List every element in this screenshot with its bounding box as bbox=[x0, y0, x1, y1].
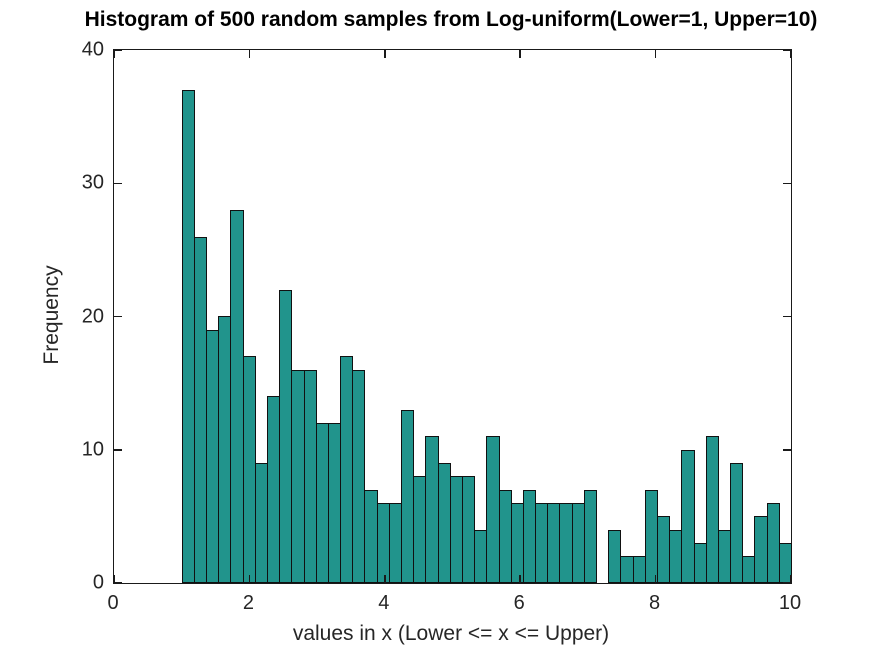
chart-title: Histogram of 500 random samples from Log… bbox=[84, 8, 818, 31]
y-tick-mark bbox=[783, 315, 791, 318]
histogram-bar bbox=[230, 210, 244, 583]
x-tick-mark bbox=[654, 50, 657, 58]
x-tick-mark bbox=[519, 575, 521, 583]
histogram-bar bbox=[462, 476, 475, 583]
y-tick-mark bbox=[114, 315, 122, 318]
histogram-bar bbox=[754, 516, 768, 583]
histogram-bar bbox=[584, 490, 597, 583]
x-tick-mark bbox=[384, 50, 386, 58]
x-tick-mark bbox=[384, 575, 386, 583]
histogram-bar bbox=[559, 503, 573, 583]
x-tick-mark bbox=[654, 575, 657, 583]
y-tick-mark bbox=[783, 449, 791, 451]
histogram-bar bbox=[352, 370, 365, 583]
x-tick-label: 0 bbox=[107, 592, 119, 614]
y-tick-label: 30 bbox=[81, 171, 104, 194]
histogram-bar bbox=[706, 436, 719, 583]
histogram-bar bbox=[620, 556, 634, 583]
y-tick-mark bbox=[114, 449, 122, 451]
x-tick-mark bbox=[519, 50, 521, 58]
histogram-bar bbox=[364, 490, 378, 583]
x-axis-label: values in x (Lower <= x <= Upper) bbox=[292, 622, 610, 645]
x-tick-label: 6 bbox=[513, 592, 525, 614]
histogram-bar bbox=[425, 436, 439, 583]
y-tick-label: 40 bbox=[81, 38, 104, 61]
histogram-bar bbox=[681, 450, 695, 583]
x-tick-label: 2 bbox=[242, 592, 254, 614]
x-tick-label: 10 bbox=[778, 592, 802, 614]
histogram-bar bbox=[486, 436, 500, 583]
x-tick-mark bbox=[790, 575, 792, 583]
x-tick-mark bbox=[113, 575, 115, 583]
x-tick-mark bbox=[248, 50, 251, 58]
y-tick-mark bbox=[114, 582, 122, 584]
x-tick-label: 4 bbox=[378, 592, 390, 614]
y-tick-mark bbox=[783, 182, 791, 184]
histogram-bar bbox=[291, 370, 305, 583]
y-tick-label: 10 bbox=[81, 438, 104, 461]
x-tick-mark bbox=[790, 50, 792, 58]
y-tick-label: 0 bbox=[92, 571, 104, 594]
histogram-bar bbox=[730, 463, 743, 583]
y-tick-label: 20 bbox=[81, 305, 104, 327]
plot-area bbox=[113, 49, 792, 584]
x-tick-mark bbox=[248, 575, 251, 583]
x-tick-label: 8 bbox=[649, 592, 661, 614]
y-tick-mark bbox=[114, 49, 122, 51]
x-tick-mark bbox=[113, 50, 115, 58]
y-tick-mark bbox=[114, 182, 122, 184]
y-tick-mark bbox=[783, 49, 791, 51]
y-tick-mark bbox=[783, 582, 791, 584]
